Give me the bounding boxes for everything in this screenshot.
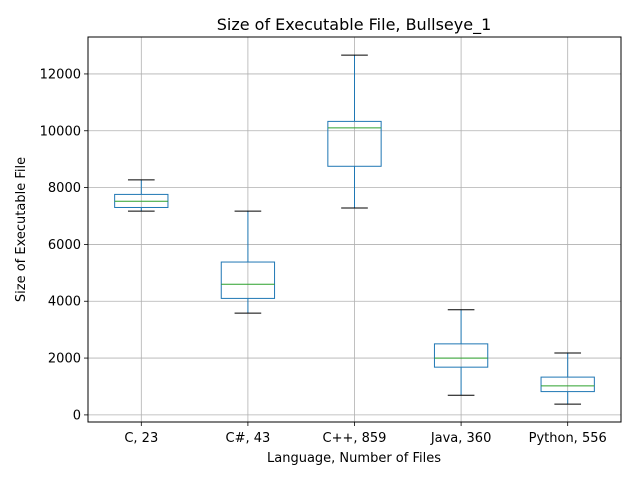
- box-5: [540, 352, 595, 405]
- x-tick-label: C++, 859: [323, 431, 387, 446]
- box-iqr: [327, 120, 382, 167]
- y-tick-label: 8000: [48, 181, 81, 196]
- y-axis-label: Size of Executable File: [14, 157, 29, 302]
- box-3: [327, 54, 382, 209]
- y-tick-label: 0: [73, 408, 81, 423]
- boxes: [114, 54, 595, 405]
- y-tick-label: 12000: [40, 67, 81, 82]
- box-4: [433, 309, 489, 396]
- x-tick-label: Python, 556: [529, 431, 607, 446]
- box-iqr: [540, 376, 595, 393]
- y-tick-label: 2000: [48, 352, 81, 367]
- box-iqr: [220, 261, 276, 299]
- y-tick-label: 6000: [48, 238, 81, 253]
- ticks: 0 2000 4000 6000 8000 10000 12000 C, 23 C#, 43 C+…: [40, 67, 607, 446]
- x-axis-label: Language, Number of Files: [267, 451, 441, 466]
- x-tick-label: C#, 43: [226, 431, 271, 446]
- x-tick-label: C, 23: [124, 431, 158, 446]
- box-1: [114, 179, 169, 212]
- box-2: [220, 210, 276, 314]
- y-tick-label: 10000: [40, 124, 81, 139]
- y-tick-label: 4000: [48, 295, 81, 310]
- x-tick-label: Java, 360: [430, 431, 492, 446]
- box-iqr: [433, 343, 489, 368]
- chart-title: Size of Executable File, Bullseye_1: [217, 15, 492, 35]
